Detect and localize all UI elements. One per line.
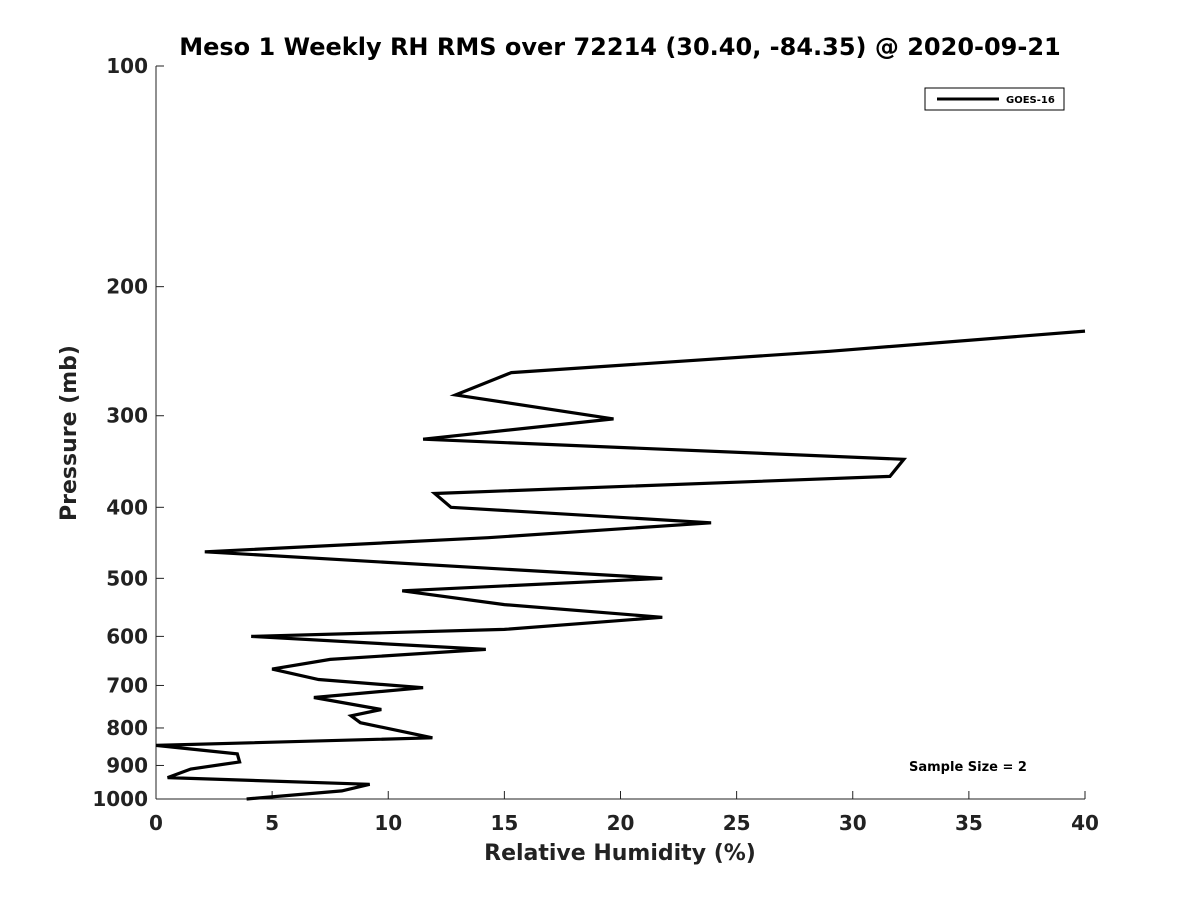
y-axis-ticks: 100 200 300 400 500 600 700 800 900 1000 bbox=[92, 54, 164, 811]
x-tick-label: 15 bbox=[490, 811, 518, 835]
axes bbox=[155, 66, 1085, 800]
y-tick-label: 500 bbox=[106, 566, 148, 590]
x-tick-label: 5 bbox=[265, 811, 279, 835]
x-tick-label: 20 bbox=[607, 811, 635, 835]
y-tick-label: 900 bbox=[106, 753, 148, 777]
x-tick-label: 10 bbox=[374, 811, 402, 835]
y-tick-label: 100 bbox=[106, 54, 148, 78]
y-axis-label: Pressure (mb) bbox=[57, 345, 82, 521]
legend-label-goes16: GOES-16 bbox=[1006, 95, 1055, 106]
x-tick-label: 40 bbox=[1071, 811, 1099, 835]
series-line-goes-16 bbox=[155, 329, 1086, 801]
sample-size-annotation: Sample Size = 2 bbox=[909, 760, 1027, 775]
y-tick-label: 300 bbox=[106, 404, 148, 428]
y-tick-label: 700 bbox=[106, 673, 148, 697]
y-tick-label: 1000 bbox=[92, 787, 148, 811]
series-layer bbox=[155, 329, 1086, 801]
y-tick-label: 600 bbox=[106, 624, 148, 648]
x-tick-label: 35 bbox=[955, 811, 983, 835]
chart-title: Meso 1 Weekly RH RMS over 72214 (30.40, … bbox=[179, 33, 1061, 61]
y-tick-label: 800 bbox=[106, 716, 148, 740]
x-tick-label: 30 bbox=[839, 811, 867, 835]
legend: GOES-16 bbox=[924, 87, 1065, 111]
x-tick-label: 0 bbox=[149, 811, 163, 835]
y-tick-label: 200 bbox=[106, 275, 148, 299]
x-axis-label: Relative Humidity (%) bbox=[484, 841, 756, 866]
y-tick-label: 400 bbox=[106, 495, 148, 519]
x-axis-ticks: 0 5 10 15 20 25 30 35 40 bbox=[149, 791, 1099, 835]
x-tick-label: 25 bbox=[723, 811, 751, 835]
